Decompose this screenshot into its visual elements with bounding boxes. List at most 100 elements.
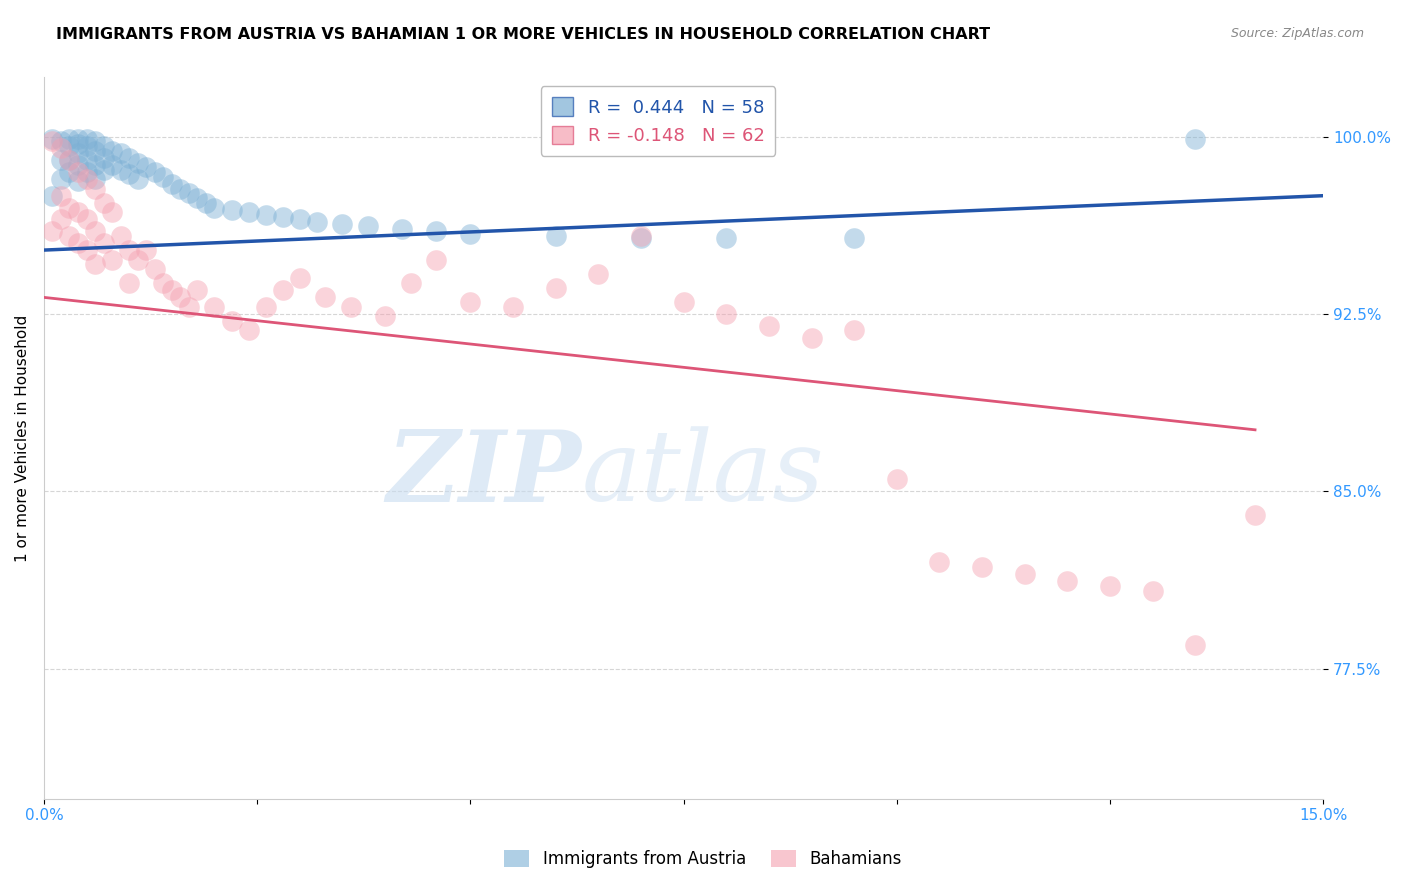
Point: [118, 151, 141, 165]
Point: [460, 295, 482, 310]
Point: [76, 153, 98, 168]
Point: [143, 165, 166, 179]
Text: atlas: atlas: [581, 426, 824, 522]
Point: [41, 188, 63, 202]
Point: [502, 300, 524, 314]
Point: [1099, 579, 1122, 593]
Point: [76, 132, 98, 146]
Point: [49, 134, 72, 148]
Point: [194, 195, 217, 210]
Point: [66, 205, 89, 219]
Legend: R =  0.444   N = 58, R = -0.148   N = 62: R = 0.444 N = 58, R = -0.148 N = 62: [541, 87, 775, 156]
Point: [716, 307, 738, 321]
Point: [58, 201, 80, 215]
Point: [76, 139, 98, 153]
Point: [630, 231, 652, 245]
Point: [800, 330, 823, 344]
Point: [152, 276, 174, 290]
Point: [186, 283, 208, 297]
Point: [76, 243, 98, 257]
Point: [177, 300, 200, 314]
Point: [58, 153, 80, 168]
Point: [118, 168, 141, 182]
Point: [152, 169, 174, 184]
Point: [460, 227, 482, 241]
Point: [58, 165, 80, 179]
Point: [288, 271, 311, 285]
Point: [118, 276, 141, 290]
Point: [288, 212, 311, 227]
Point: [1142, 583, 1164, 598]
Point: [93, 162, 115, 177]
Point: [66, 165, 89, 179]
Point: [66, 174, 89, 188]
Point: [716, 231, 738, 245]
Point: [101, 252, 124, 267]
Point: [1244, 508, 1267, 522]
Point: [177, 186, 200, 201]
Point: [143, 262, 166, 277]
Point: [49, 141, 72, 155]
Point: [758, 318, 780, 333]
Point: [76, 212, 98, 227]
Point: [93, 235, 115, 250]
Point: [93, 195, 115, 210]
Point: [127, 155, 149, 169]
Point: [135, 161, 157, 175]
Point: [588, 267, 610, 281]
Point: [101, 205, 124, 219]
Point: [84, 158, 107, 172]
Point: [630, 228, 652, 243]
Point: [41, 134, 63, 148]
Point: [844, 231, 866, 245]
Point: [544, 228, 567, 243]
Point: [314, 290, 336, 304]
Point: [41, 224, 63, 238]
Text: IMMIGRANTS FROM AUSTRIA VS BAHAMIAN 1 OR MORE VEHICLES IN HOUSEHOLD CORRELATION : IMMIGRANTS FROM AUSTRIA VS BAHAMIAN 1 OR…: [56, 27, 990, 42]
Point: [127, 172, 149, 186]
Point: [332, 217, 354, 231]
Point: [254, 300, 277, 314]
Point: [58, 228, 80, 243]
Point: [844, 324, 866, 338]
Point: [204, 201, 226, 215]
Point: [357, 219, 380, 234]
Point: [169, 290, 191, 304]
Point: [66, 158, 89, 172]
Point: [1056, 574, 1078, 589]
Point: [305, 215, 328, 229]
Point: [58, 153, 80, 168]
Point: [544, 281, 567, 295]
Point: [238, 324, 260, 338]
Point: [271, 210, 294, 224]
Point: [66, 235, 89, 250]
Point: [49, 172, 72, 186]
Point: [1014, 567, 1036, 582]
Text: Source: ZipAtlas.com: Source: ZipAtlas.com: [1230, 27, 1364, 40]
Point: [169, 181, 191, 195]
Point: [76, 172, 98, 186]
Point: [49, 153, 72, 168]
Point: [84, 257, 107, 271]
Point: [391, 222, 413, 236]
Point: [110, 228, 132, 243]
Point: [1184, 132, 1206, 146]
Y-axis label: 1 or more Vehicles in Household: 1 or more Vehicles in Household: [15, 315, 30, 562]
Point: [66, 146, 89, 161]
Point: [425, 224, 447, 238]
Point: [672, 295, 695, 310]
Point: [340, 300, 363, 314]
Point: [93, 139, 115, 153]
Point: [118, 243, 141, 257]
Point: [110, 146, 132, 161]
Point: [186, 191, 208, 205]
Point: [84, 134, 107, 148]
Point: [160, 177, 183, 191]
Point: [49, 212, 72, 227]
Point: [58, 139, 80, 153]
Point: [238, 205, 260, 219]
Point: [66, 136, 89, 151]
Point: [221, 202, 243, 217]
Point: [271, 283, 294, 297]
Text: ZIP: ZIP: [387, 425, 581, 523]
